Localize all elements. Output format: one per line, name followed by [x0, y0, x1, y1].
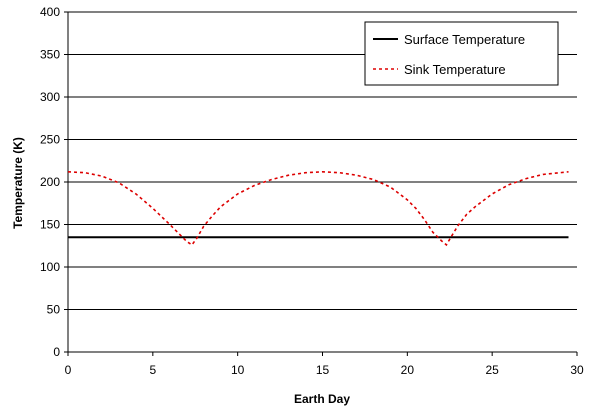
series-line-sink-temperature [68, 172, 569, 245]
x-tick-label-20: 20 [401, 363, 415, 377]
series-lines [68, 172, 569, 245]
y-tick-label-50: 50 [47, 303, 61, 317]
x-tick-label-5: 5 [149, 363, 156, 377]
x-axis-title: Earth Day [294, 392, 350, 406]
y-tick-label-350: 350 [40, 48, 60, 62]
legend-label-sink-temperature: Sink Temperature [404, 62, 506, 77]
x-tick-label-15: 15 [316, 363, 330, 377]
x-tick-label-30: 30 [570, 363, 584, 377]
x-tick-labels: 0 5 10 15 20 25 30 [65, 363, 584, 377]
y-tick-label-250: 250 [40, 133, 60, 147]
x-tick-label-10: 10 [231, 363, 245, 377]
y-axis-title: Temperature (K) [11, 137, 25, 229]
y-tick-label-400: 400 [40, 5, 60, 19]
y-tick-labels: 0 50 100 150 200 250 300 350 400 [40, 5, 60, 359]
y-tick-label-100: 100 [40, 260, 60, 274]
legend-label-surface-temperature: Surface Temperature [404, 32, 525, 47]
y-tick-label-300: 300 [40, 90, 60, 104]
x-tick-label-0: 0 [65, 363, 72, 377]
y-tick-label-150: 150 [40, 218, 60, 232]
legend: Surface Temperature Sink Temperature [365, 22, 558, 85]
y-tick-label-200: 200 [40, 175, 60, 189]
y-tick-label-0: 0 [53, 345, 60, 359]
x-tick-label-25: 25 [485, 363, 499, 377]
